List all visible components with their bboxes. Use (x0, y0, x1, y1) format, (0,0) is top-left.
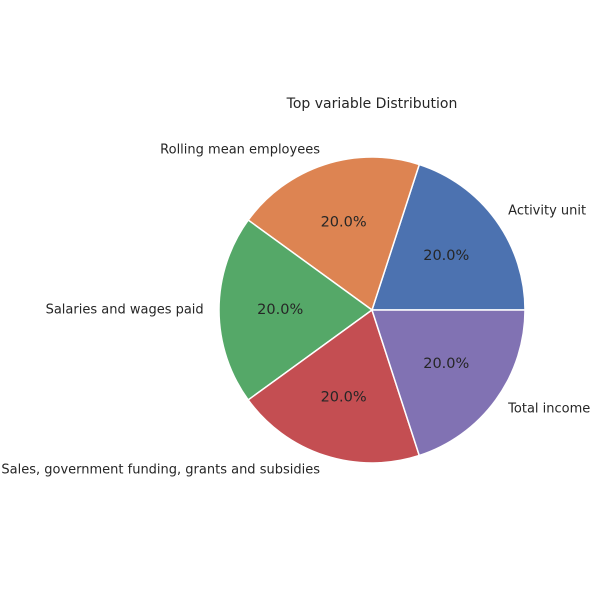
slice-label-1: Activity unit (508, 204, 586, 219)
pie-slice-1 (370, 163, 526, 311)
pie-slices (218, 156, 526, 464)
slice-percent-2: 20.0% (321, 215, 367, 231)
slice-label-4: Sales, government funding, grants and su… (1, 463, 320, 478)
slice-label-2: Rolling mean employees (160, 142, 320, 157)
pie-slice-4 (247, 308, 421, 464)
pie-slice-2 (247, 156, 421, 312)
slice-percent-3: 20.0% (257, 302, 303, 318)
pie-slice-5 (370, 309, 526, 457)
slice-percent-4: 20.0% (321, 389, 367, 405)
chart-title: Top variable Distribution (286, 96, 458, 112)
pie-slice-3 (218, 219, 374, 401)
pie-percent-labels: 20.0% 20.0% 20.0% 20.0% 20.0% (257, 215, 469, 406)
slice-label-3: Salaries and wages paid (46, 303, 204, 318)
slice-percent-1: 20.0% (423, 248, 469, 264)
slice-label-5: Total income (507, 401, 590, 416)
slice-percent-5: 20.0% (423, 356, 469, 372)
pie-labels: Activity unit Rolling mean employees Salar… (1, 142, 590, 477)
